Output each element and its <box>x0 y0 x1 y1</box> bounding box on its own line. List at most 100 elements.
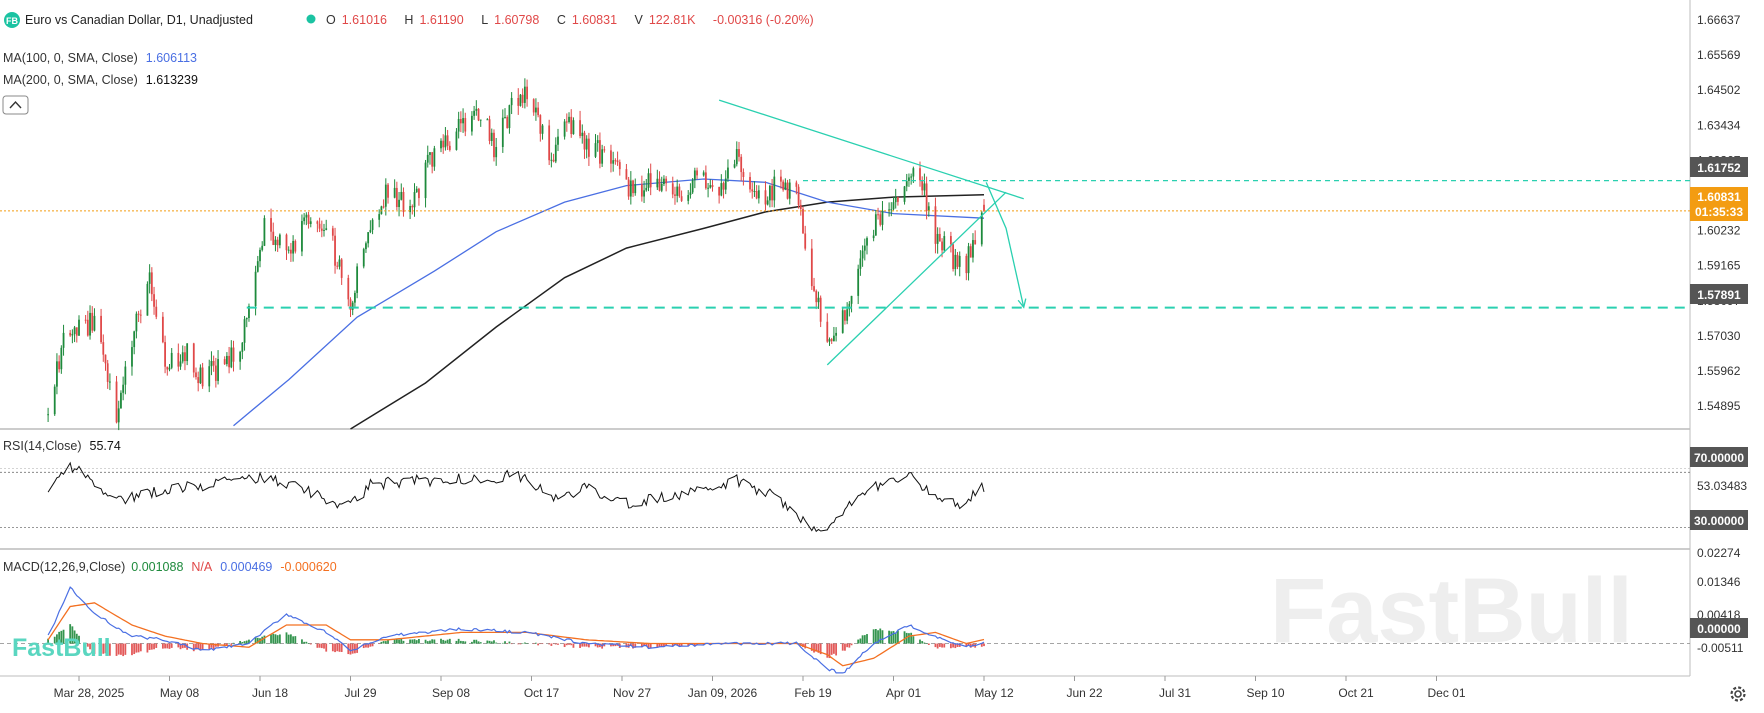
candle-body <box>459 118 462 124</box>
chevron-up-icon[interactable] <box>2 95 29 115</box>
candle <box>320 220 323 238</box>
candle-body <box>517 97 520 106</box>
candle <box>949 231 952 253</box>
logo-badge: FB <box>6 16 18 26</box>
candle-body <box>579 120 581 137</box>
macd-histogram-bar <box>100 643 102 655</box>
gear-icon[interactable] <box>1730 686 1746 702</box>
macd-histogram-bar <box>936 643 939 649</box>
candle-body <box>656 178 659 188</box>
candle-body <box>810 248 813 287</box>
candle <box>554 137 557 164</box>
candle-body <box>892 202 895 210</box>
candle-body <box>232 347 235 362</box>
macd-histogram-bar <box>568 643 570 645</box>
candle-body <box>658 178 661 191</box>
macd-histogram-bar <box>287 634 290 644</box>
candle <box>369 220 372 234</box>
macd-histogram-bar <box>952 643 954 648</box>
candle-body <box>475 108 478 111</box>
candle-body <box>523 86 526 103</box>
candle-body <box>398 199 400 208</box>
candle-body <box>587 138 590 157</box>
macd-histogram-bar <box>919 639 921 644</box>
macd-histogram-bar <box>137 643 140 653</box>
high-label: H <box>404 13 413 27</box>
candle <box>568 112 570 124</box>
candle <box>565 113 568 132</box>
candle <box>150 267 153 302</box>
macd-histogram-bar <box>565 643 568 646</box>
candle <box>210 351 213 376</box>
candle <box>309 217 312 228</box>
candle-body <box>888 209 890 211</box>
macd-histogram-bar <box>927 643 930 645</box>
fastbull-corner-logo: FastBull <box>12 634 111 662</box>
candle-body <box>550 159 553 161</box>
candle <box>429 151 431 165</box>
macd-histogram-bar <box>444 640 447 644</box>
macd-histogram-bar <box>475 639 478 644</box>
candle <box>927 202 930 217</box>
candle-body <box>179 361 182 367</box>
candle <box>693 167 696 189</box>
candle-body <box>535 107 537 113</box>
macd-histogram-bar <box>181 643 184 649</box>
candle-body <box>137 313 140 315</box>
candle-body <box>596 140 599 144</box>
macd-legend[interactable]: MACD(12,26,9,Close) 0.001088 N/A 0.000469 -0… <box>3 560 337 574</box>
candle <box>473 105 476 120</box>
candle <box>570 109 573 138</box>
candle-body <box>616 160 619 163</box>
candle <box>493 129 495 162</box>
candle-body <box>217 359 219 381</box>
symbol-title[interactable]: Euro vs Canadian Dollar, D1, Unadjusted <box>25 13 253 27</box>
candle-body <box>526 86 528 100</box>
macd-value-4: -0.000620 <box>280 560 336 574</box>
candle <box>857 264 860 305</box>
candle-body <box>440 140 442 149</box>
candle-body <box>563 121 566 137</box>
macd-histogram-bar <box>431 639 434 644</box>
macd-histogram-bar <box>835 643 838 656</box>
candle-body <box>813 286 815 291</box>
candle-body <box>316 221 319 224</box>
candle-body <box>925 183 928 212</box>
rsi-legend[interactable]: RSI(14,Close) 55.74 <box>3 439 121 453</box>
macd-histogram-bar <box>643 643 645 646</box>
candle <box>303 213 306 225</box>
support-tag: 1.57891 <box>1697 288 1741 302</box>
candle <box>340 258 343 285</box>
ma100-legend[interactable]: MA(100, 0, SMA, Close) 1.606113 <box>3 51 197 65</box>
macd-histogram-bar <box>323 643 325 649</box>
candle-body <box>195 372 197 378</box>
price-tick: 1.55962 <box>1697 364 1741 378</box>
candle-body <box>325 228 328 230</box>
candle-body <box>570 116 573 135</box>
time-axis: Mar 28, 2025 May 08 Jun 18 Jul 29 Sep 08 Oct … <box>54 676 1466 700</box>
macd-histogram-bar <box>954 643 957 649</box>
macd-histogram-bar <box>890 631 893 644</box>
ma200-legend[interactable]: MA(200, 0, SMA, Close) 1.613239 <box>3 73 198 87</box>
macd-histogram-bar <box>850 643 853 646</box>
candle <box>448 141 451 152</box>
candle <box>704 165 707 190</box>
candle <box>841 306 844 334</box>
candle <box>535 98 537 121</box>
candle-body <box>784 182 787 190</box>
candle <box>285 233 288 260</box>
candle <box>47 407 49 422</box>
macd-histogram-bar <box>440 638 442 644</box>
macd-histogram-bar <box>486 640 489 644</box>
candle <box>799 199 802 216</box>
candle <box>477 108 480 122</box>
candle <box>347 274 350 307</box>
candle <box>521 88 524 108</box>
candle-body <box>519 94 522 106</box>
candle <box>362 247 365 269</box>
candle <box>689 183 692 199</box>
candle <box>784 178 787 191</box>
candle-body <box>797 186 800 205</box>
trendline-drawings[interactable] <box>718 99 1027 366</box>
